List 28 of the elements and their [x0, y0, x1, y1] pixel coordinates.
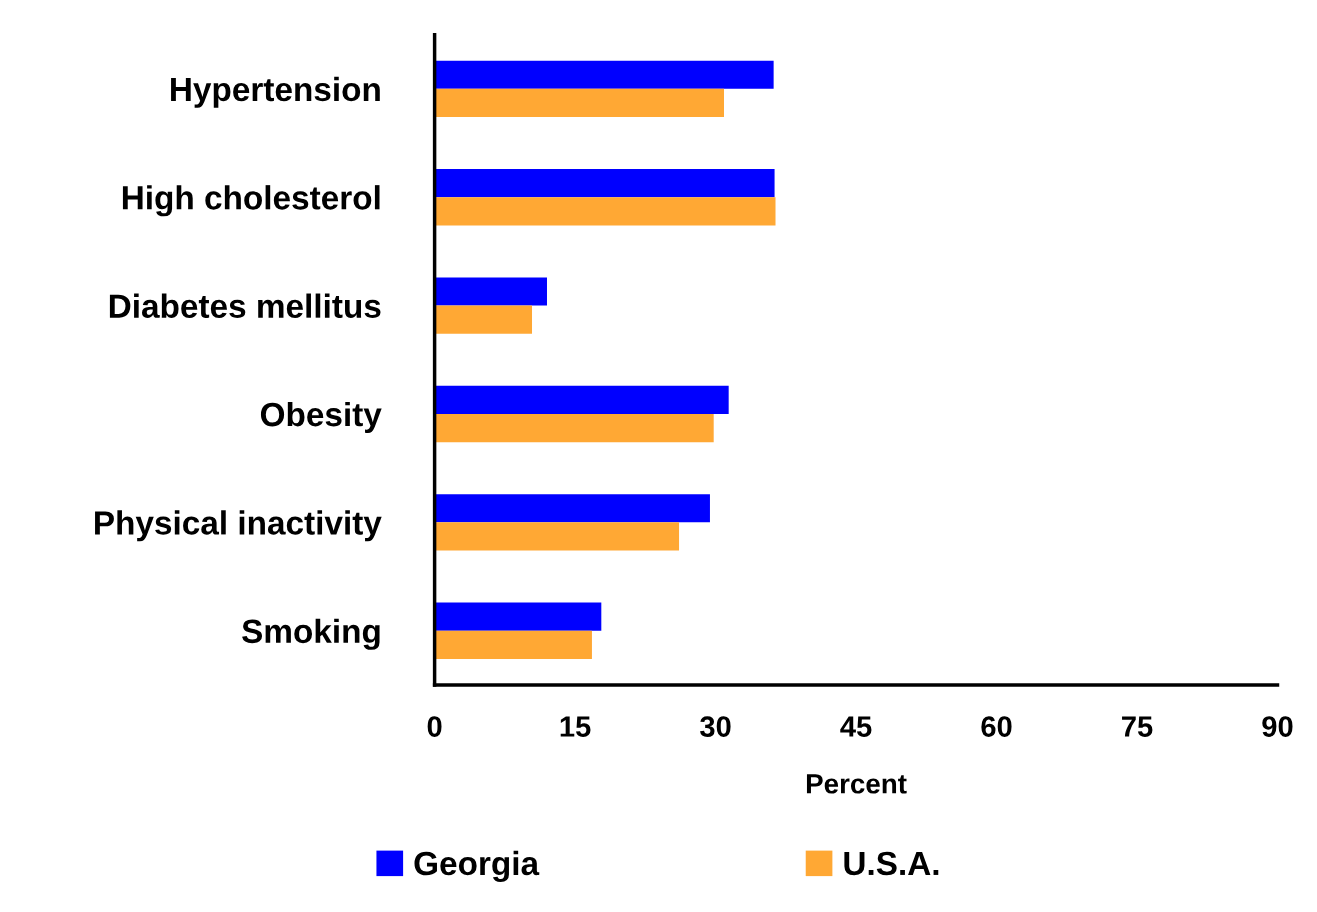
- bar: [434, 602, 602, 631]
- legend-label: U.S.A.: [844, 851, 939, 876]
- x-tick-label: 75: [1122, 716, 1153, 737]
- legend-label: Georgia: [414, 850, 540, 882]
- bar: [434, 305, 533, 334]
- bar: [434, 197, 776, 226]
- y-tick-label: High cholesterol: [122, 185, 380, 217]
- x-tick-label: 90: [1262, 716, 1293, 737]
- bar: [434, 413, 714, 443]
- x-tick-label: 0: [427, 716, 442, 737]
- bar: [434, 522, 680, 551]
- y-tick-label: Smoking: [242, 618, 380, 650]
- y-tick-label: Physical inactivity: [95, 510, 382, 542]
- x-axis-title: Percent: [806, 774, 907, 794]
- x-tick-label: 60: [981, 716, 1012, 737]
- y-tick-label: Obesity: [260, 401, 382, 433]
- bar: [434, 385, 729, 414]
- bar: [434, 494, 710, 523]
- bar: [434, 169, 775, 198]
- bar: [434, 60, 774, 89]
- x-tick-label: 15: [560, 716, 591, 737]
- x-tick-label: 45: [840, 716, 872, 737]
- bar: [434, 630, 592, 659]
- y-tick-label: Diabetes mellitus: [109, 293, 381, 318]
- bar: [434, 88, 724, 118]
- y-tick-label: Hypertension: [171, 76, 380, 108]
- bar: [434, 277, 547, 306]
- x-tick-label: 30: [700, 716, 731, 737]
